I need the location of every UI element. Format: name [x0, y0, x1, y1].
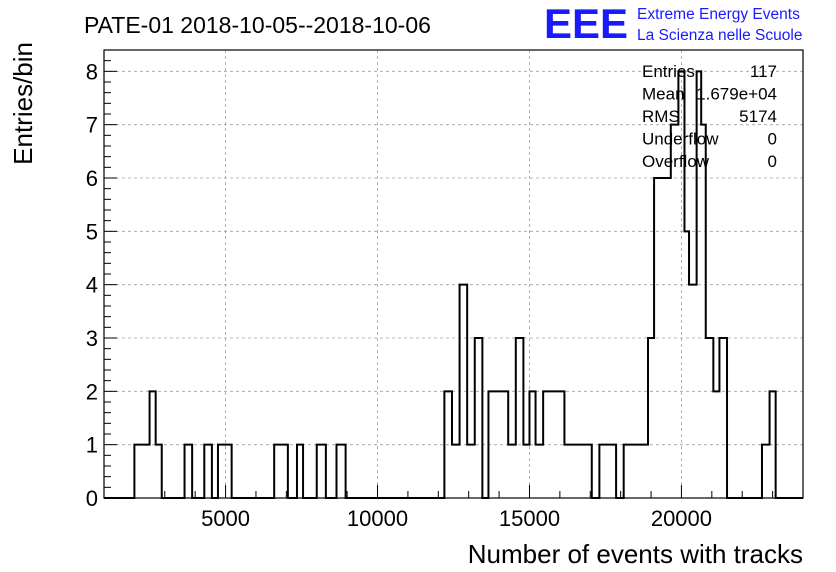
histogram-bin	[599, 445, 616, 498]
histogram-bars	[104, 70, 803, 499]
histogram-bin	[452, 445, 460, 498]
stat-label: Mean	[642, 85, 685, 104]
histogram-bin	[460, 285, 468, 498]
histogram-bin	[654, 178, 671, 498]
x-axis-label: Number of events with tracks	[468, 539, 803, 569]
x-tick-label: 5000	[201, 506, 250, 531]
histogram-bin	[204, 445, 212, 498]
stat-value: 5174	[739, 107, 777, 126]
histogram-bin	[713, 391, 719, 498]
x-tick-label: 10000	[347, 506, 408, 531]
stat-value: 117	[750, 62, 777, 81]
histogram-bin	[475, 338, 483, 498]
histogram-bin	[274, 445, 288, 498]
histogram-bin	[719, 338, 727, 498]
histogram-bin	[543, 391, 564, 498]
y-tick-label: 8	[86, 59, 98, 84]
histogram-bin	[317, 445, 326, 498]
stat-label: Overflow	[642, 152, 710, 171]
histogram-bin	[671, 125, 679, 498]
stat-value: 0	[768, 152, 777, 171]
histogram-bin	[467, 445, 475, 498]
histogram-bin	[689, 285, 697, 498]
histogram-bin	[523, 445, 529, 498]
y-tick-label: 2	[86, 379, 98, 404]
axis-ticks: 5000 10000 15000 20000 0 1 2 3 4 5 6 7 8	[86, 49, 804, 531]
histogram-bin	[134, 445, 149, 498]
histogram-bin	[185, 445, 193, 498]
histogram-bin	[150, 391, 156, 498]
y-tick-label: 7	[86, 113, 98, 138]
histogram-bin	[564, 445, 591, 498]
chart-title: PATE-01 2018-10-05--2018-10-06	[84, 12, 431, 38]
y-tick-label: 0	[86, 486, 98, 511]
histogram-bin	[336, 445, 345, 498]
histogram-bin	[762, 445, 770, 498]
stat-label: Underflow	[642, 130, 719, 149]
histogram-bin	[516, 338, 524, 498]
eee-logo-line2: La Scienza nelle Scuole	[637, 27, 802, 44]
x-tick-label: 20000	[651, 506, 712, 531]
y-tick-label: 6	[86, 166, 98, 191]
stat-label: RMS	[642, 107, 680, 126]
x-tick-label: 15000	[499, 506, 560, 531]
histogram-bin	[648, 338, 654, 498]
y-axis-label: Entries/bin	[8, 42, 38, 165]
y-tick-label: 5	[86, 219, 98, 244]
histogram-bin	[297, 445, 303, 498]
histogram-bin	[488, 391, 508, 498]
histogram-bin	[770, 391, 776, 498]
eee-logo-letters: EEE	[544, 0, 628, 47]
histogram-outline	[104, 70, 803, 499]
stats-box: Entries 117 Mean 1.679e+04 RMS 5174 Underflow 0…	[642, 62, 777, 171]
histogram-bin	[706, 338, 714, 498]
stat-label: Entries	[642, 62, 695, 81]
y-tick-label: 3	[86, 326, 98, 351]
histogram-bin	[218, 445, 232, 498]
histogram-bin	[624, 445, 648, 498]
stat-value: 1.679e+04	[696, 85, 777, 104]
eee-logo: EEE Extreme Energy Events La Scienza nel…	[544, 0, 802, 47]
stat-value: 0	[768, 130, 777, 149]
eee-logo-line1: Extreme Energy Events	[637, 6, 800, 23]
y-tick-label: 1	[86, 433, 98, 458]
histogram-bin	[529, 391, 535, 498]
histogram-bin	[508, 445, 516, 498]
histogram-bin	[444, 391, 452, 498]
y-tick-label: 4	[86, 273, 98, 298]
histogram-bin	[536, 445, 544, 498]
histogram-bin	[701, 125, 706, 498]
grid-lines	[104, 50, 803, 498]
histogram-bin	[684, 231, 689, 498]
histogram-bin	[156, 445, 162, 498]
